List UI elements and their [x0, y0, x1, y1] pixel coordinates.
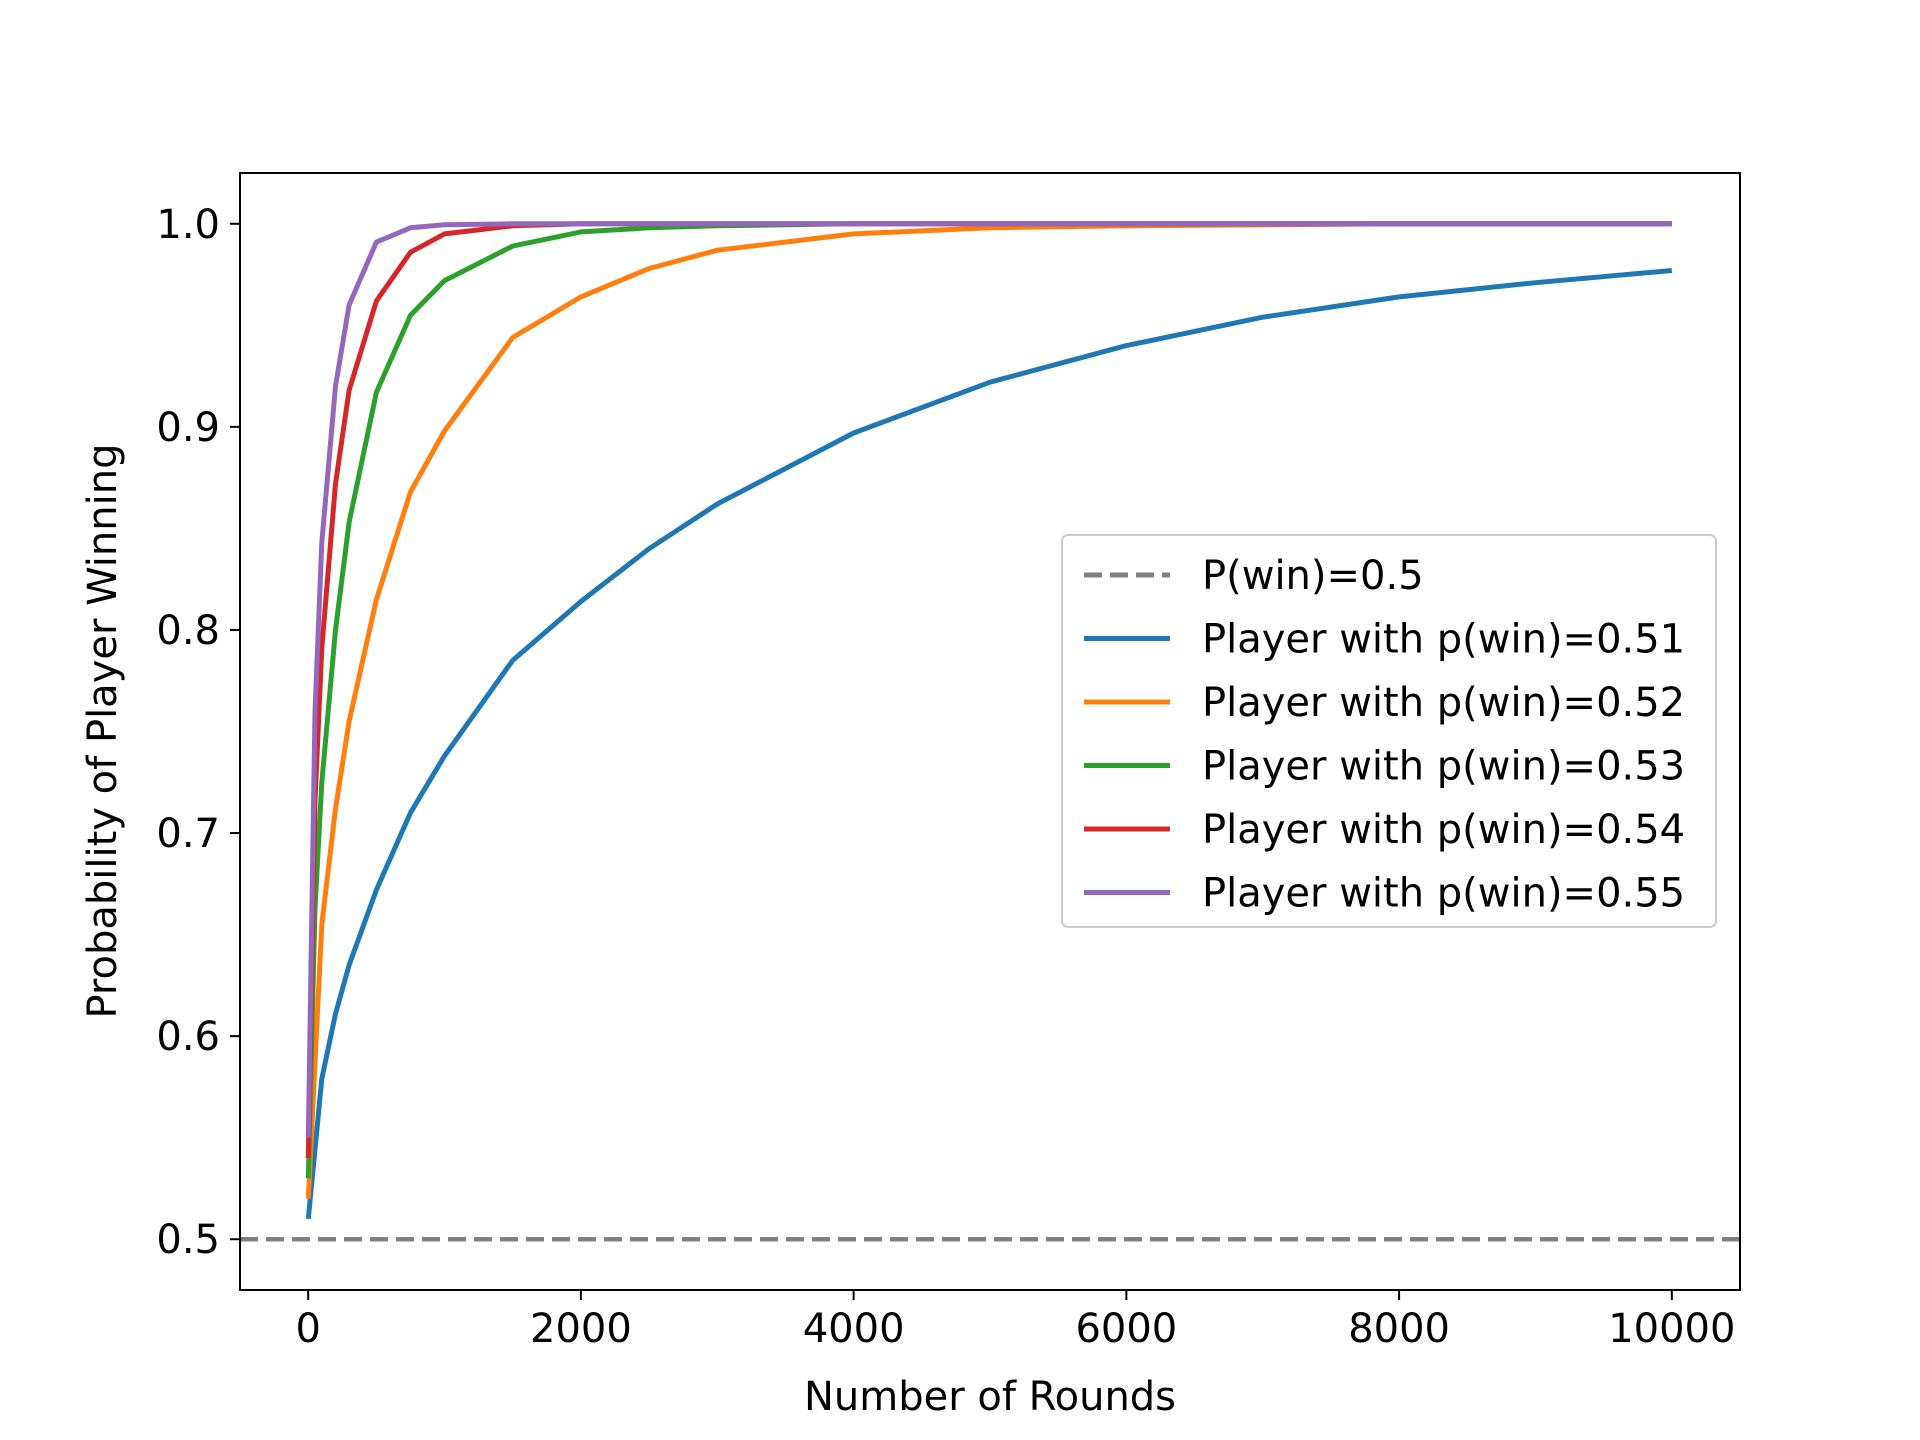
x-axis-ticks: 0 2000 4000 6000 8000 10000	[295, 1290, 1735, 1352]
legend-entries: P(win)=0.5 Player with p(win)=0.51 Player …	[1084, 553, 1685, 917]
legend-label: Player with p(win)=0.55	[1202, 871, 1685, 917]
x-tick-label: 0	[295, 1306, 320, 1352]
legend-label: Player with p(win)=0.51	[1202, 617, 1685, 663]
y-axis-label: Probability of Player Winning	[80, 444, 126, 1019]
legend-label: P(win)=0.5	[1202, 553, 1424, 599]
series-layer	[240, 221, 1740, 1242]
y-axis-ticks: 0.5 0.6 0.7 0.8 0.9 1.0	[156, 202, 240, 1263]
legend-frame	[1061, 534, 1717, 928]
legend-label: Player with p(win)=0.52	[1202, 680, 1685, 726]
y-tick-label: 0.5	[156, 1217, 220, 1263]
y-tick-label: 0.6	[156, 1014, 220, 1060]
series-line-2	[305, 221, 1672, 1199]
x-tick-label: 6000	[1075, 1306, 1177, 1352]
y-tick-label: 0.9	[156, 405, 220, 451]
legend-label: Player with p(win)=0.54	[1202, 807, 1685, 853]
x-tick-label: 8000	[1348, 1306, 1450, 1352]
series-line-5	[305, 221, 1672, 1138]
x-tick-label: 10000	[1608, 1306, 1735, 1352]
legend-label: Player with p(win)=0.53	[1202, 744, 1685, 790]
x-axis-label: Number of Rounds	[804, 1374, 1176, 1420]
y-tick-label: 1.0	[156, 202, 220, 248]
x-tick-label: 4000	[803, 1306, 905, 1352]
y-tick-label: 0.7	[156, 811, 220, 857]
series-line-1	[305, 268, 1673, 1220]
y-tick-label: 0.8	[156, 608, 220, 654]
x-tick-label: 2000	[530, 1306, 632, 1352]
plot-frame	[239, 172, 1741, 1291]
legend: P(win)=0.5 Player with p(win)=0.51 Player …	[1061, 534, 1717, 928]
